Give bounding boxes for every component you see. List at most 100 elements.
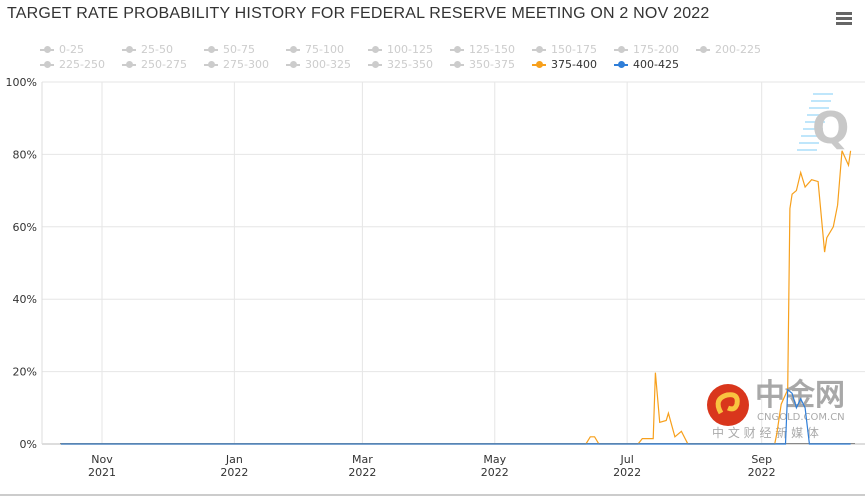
legend-label: 375-400	[551, 58, 597, 71]
x-tick-label: 2022	[613, 466, 641, 479]
data-point[interactable]	[787, 206, 793, 212]
legend-label: 225-250	[59, 58, 105, 71]
hamburger-menu-icon[interactable]	[836, 12, 852, 26]
legend-label: 200-225	[715, 43, 761, 56]
legend-marker-icon	[204, 45, 218, 53]
data-point[interactable]	[802, 184, 808, 190]
cngold-slogan: 中 文 财 经 新 媒 体	[712, 425, 819, 440]
legend-marker-icon	[368, 45, 382, 53]
x-tick-label: Jan	[225, 453, 243, 466]
data-point[interactable]	[652, 370, 658, 376]
legend-label: 325-350	[387, 58, 433, 71]
data-point[interactable]	[802, 405, 808, 411]
legend-item-300-325[interactable]: 300-325	[286, 58, 351, 71]
x-tick-label: Jul	[619, 453, 633, 466]
data-point[interactable]	[672, 434, 678, 440]
x-tick-label: Mar	[352, 453, 373, 466]
data-point[interactable]	[848, 148, 854, 154]
legend-label: 175-200	[633, 43, 679, 56]
legend-marker-icon	[450, 45, 464, 53]
legend-item-175-200[interactable]: 175-200	[614, 43, 679, 56]
legend-marker-icon	[40, 60, 54, 68]
legend-item-200-225[interactable]: 200-225	[696, 43, 761, 56]
data-point[interactable]	[592, 434, 598, 440]
legend-label: 0-25	[59, 43, 84, 56]
x-tick-label: 2022	[348, 466, 376, 479]
data-point[interactable]	[663, 417, 669, 423]
data-point[interactable]	[793, 188, 799, 194]
legend-label: 75-100	[305, 43, 344, 56]
cngold-domain: CNGOLD.COM.CN	[757, 412, 845, 423]
legend-marker-icon	[286, 60, 300, 68]
data-point[interactable]	[848, 441, 854, 447]
x-tick-label: 2022	[220, 466, 248, 479]
legend-item-125-150[interactable]: 125-150	[450, 43, 515, 56]
legend-item-350-375[interactable]: 350-375	[450, 58, 515, 71]
legend-label: 25-50	[141, 43, 173, 56]
y-tick-label: 80%	[13, 148, 37, 161]
data-point[interactable]	[783, 441, 789, 447]
data-point[interactable]	[665, 410, 671, 416]
legend-label: 275-300	[223, 58, 269, 71]
data-point[interactable]	[830, 224, 836, 230]
y-tick-label: 60%	[13, 221, 37, 234]
legend-item-325-350[interactable]: 325-350	[368, 58, 433, 71]
legend-label: 100-125	[387, 43, 433, 56]
data-point[interactable]	[822, 249, 828, 255]
series-375-400	[60, 148, 854, 445]
legend-item-100-125[interactable]: 100-125	[368, 43, 433, 56]
legend-marker-icon	[122, 60, 136, 68]
legend-item-225-250[interactable]: 225-250	[40, 58, 105, 71]
data-point[interactable]	[778, 401, 784, 407]
data-point[interactable]	[793, 405, 799, 411]
legend-label: 300-325	[305, 58, 351, 71]
legend-item-150-175[interactable]: 150-175	[532, 43, 597, 56]
series-line-400-425[interactable]	[60, 388, 851, 445]
data-point[interactable]	[798, 170, 804, 176]
legend-item-75-100[interactable]: 75-100	[286, 43, 344, 56]
y-tick-label: 0%	[20, 438, 37, 451]
legend-item-0-25[interactable]: 0-25	[40, 43, 84, 56]
legend-marker-icon	[614, 60, 628, 68]
data-point[interactable]	[835, 202, 841, 208]
legend-item-25-50[interactable]: 25-50	[122, 43, 173, 56]
data-point[interactable]	[809, 177, 815, 183]
q-logo: Q	[812, 103, 849, 154]
cngold-logo-icon	[707, 384, 749, 426]
legend-marker-icon	[368, 60, 382, 68]
data-point[interactable]	[806, 441, 812, 447]
x-tick-label: 2022	[748, 466, 776, 479]
legend-label: 125-150	[469, 43, 515, 56]
data-point[interactable]	[639, 436, 645, 442]
data-point[interactable]	[657, 419, 663, 425]
legend-item-375-400[interactable]: 375-400	[532, 58, 597, 71]
data-point[interactable]	[678, 428, 684, 434]
data-point[interactable]	[815, 179, 821, 185]
data-point[interactable]	[824, 235, 830, 241]
cngold-brand: 中金网	[755, 378, 845, 413]
legend-item-275-300[interactable]: 275-300	[204, 58, 269, 71]
data-point[interactable]	[845, 162, 851, 168]
legend-label: 150-175	[551, 43, 597, 56]
legend-item-50-75[interactable]: 50-75	[204, 43, 255, 56]
legend-marker-icon	[532, 45, 546, 53]
data-point[interactable]	[839, 148, 845, 154]
legend-marker-icon	[286, 45, 300, 53]
data-point[interactable]	[650, 436, 656, 442]
series-line-375-400[interactable]	[60, 150, 852, 445]
legend-marker-icon	[450, 60, 464, 68]
legend-marker-icon	[532, 60, 546, 68]
bottom-border	[0, 494, 865, 496]
data-point[interactable]	[58, 441, 64, 447]
y-tick-label: 40%	[13, 293, 37, 306]
x-tick-label: 2022	[481, 466, 509, 479]
y-tick-label: 100%	[6, 76, 37, 89]
data-point[interactable]	[798, 396, 804, 402]
legend-item-400-425[interactable]: 400-425	[614, 58, 679, 71]
data-point[interactable]	[789, 390, 795, 396]
watermark: Q	[797, 93, 849, 154]
legend-label: 50-75	[223, 43, 255, 56]
legend-item-250-275[interactable]: 250-275	[122, 58, 187, 71]
data-point[interactable]	[774, 430, 780, 436]
